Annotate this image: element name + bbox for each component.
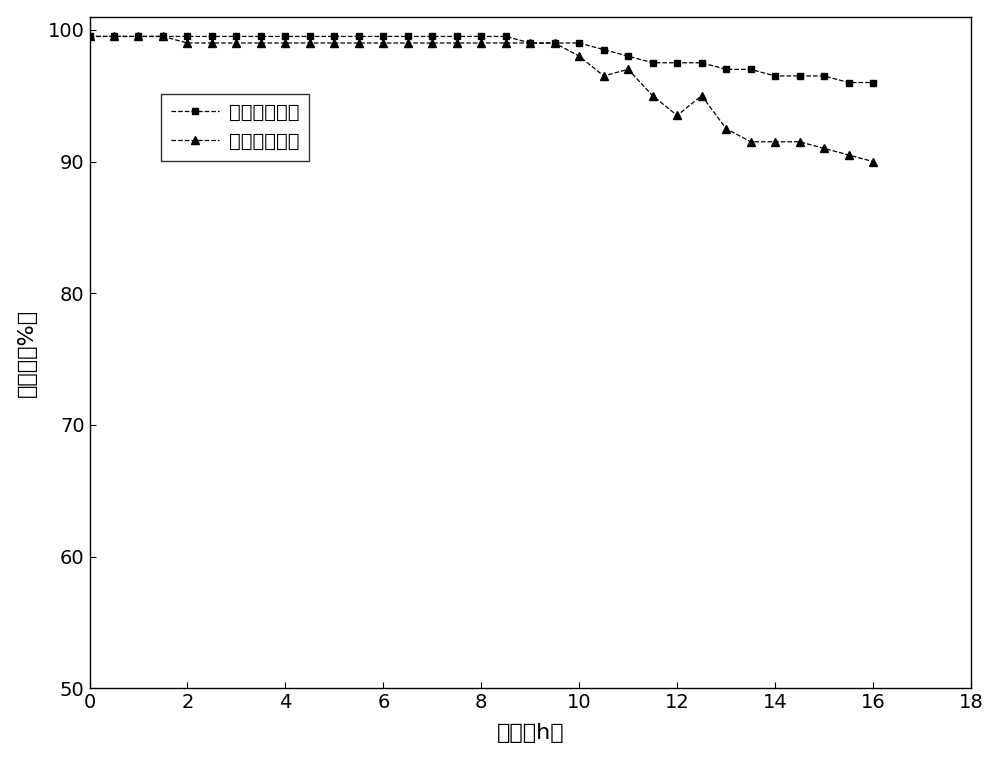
微波加热方式 [377, 32, 389, 41]
微波加热方式 [549, 39, 561, 48]
普通加热方式 [377, 39, 389, 48]
微波加热方式 [426, 32, 438, 41]
微波加热方式 [402, 32, 414, 41]
微波加热方式 [745, 65, 757, 74]
Line: 微波加热方式: 微波加热方式 [86, 33, 876, 86]
普通加热方式 [451, 39, 463, 48]
普通加热方式 [206, 39, 218, 48]
微波加热方式 [573, 39, 585, 48]
普通加热方式 [108, 32, 120, 41]
微波加热方式 [843, 78, 855, 87]
普通加热方式 [426, 39, 438, 48]
微波加热方式 [622, 52, 634, 61]
普通加热方式 [818, 144, 830, 153]
微波加热方式 [647, 59, 659, 68]
微波加热方式 [451, 32, 463, 41]
微波加热方式 [598, 45, 610, 54]
微波加热方式 [108, 32, 120, 41]
Y-axis label: 转化率（%）: 转化率（%） [17, 309, 37, 397]
普通加热方式 [843, 150, 855, 160]
微波加热方式 [818, 71, 830, 81]
普通加热方式 [622, 65, 634, 74]
微波加热方式 [328, 32, 340, 41]
普通加热方式 [745, 138, 757, 147]
微波加热方式 [867, 78, 879, 87]
普通加热方式 [402, 39, 414, 48]
微波加热方式 [524, 39, 536, 48]
微波加热方式 [720, 65, 732, 74]
普通加热方式 [84, 32, 96, 41]
普通加热方式 [132, 32, 144, 41]
普通加热方式 [279, 39, 291, 48]
普通加热方式 [794, 138, 806, 147]
微波加热方式 [475, 32, 487, 41]
普通加热方式 [524, 39, 536, 48]
普通加热方式 [867, 157, 879, 166]
普通加热方式 [255, 39, 267, 48]
普通加热方式 [573, 52, 585, 61]
普通加热方式 [598, 71, 610, 81]
普通加热方式 [230, 39, 242, 48]
微波加热方式 [84, 32, 96, 41]
微波加热方式 [769, 71, 781, 81]
普通加热方式 [157, 32, 169, 41]
普通加热方式 [500, 39, 512, 48]
X-axis label: 时间（h）: 时间（h） [496, 724, 564, 743]
普通加热方式 [696, 91, 708, 100]
微波加热方式 [304, 32, 316, 41]
普通加热方式 [671, 111, 683, 120]
微波加热方式 [696, 59, 708, 68]
普通加热方式 [304, 39, 316, 48]
普通加热方式 [181, 39, 193, 48]
普通加热方式 [549, 39, 561, 48]
普通加热方式 [720, 124, 732, 133]
微波加热方式 [181, 32, 193, 41]
普通加热方式 [475, 39, 487, 48]
微波加热方式 [671, 59, 683, 68]
微波加热方式 [279, 32, 291, 41]
Line: 普通加热方式: 普通加热方式 [85, 32, 877, 166]
微波加热方式 [230, 32, 242, 41]
普通加热方式 [769, 138, 781, 147]
微波加热方式 [794, 71, 806, 81]
微波加热方式 [206, 32, 218, 41]
普通加热方式 [647, 91, 659, 100]
普通加热方式 [353, 39, 365, 48]
微波加热方式 [353, 32, 365, 41]
Legend: 微波加热方式, 普通加热方式: 微波加热方式, 普通加热方式 [161, 93, 309, 160]
微波加热方式 [157, 32, 169, 41]
微波加热方式 [500, 32, 512, 41]
微波加热方式 [132, 32, 144, 41]
普通加热方式 [328, 39, 340, 48]
微波加热方式 [255, 32, 267, 41]
